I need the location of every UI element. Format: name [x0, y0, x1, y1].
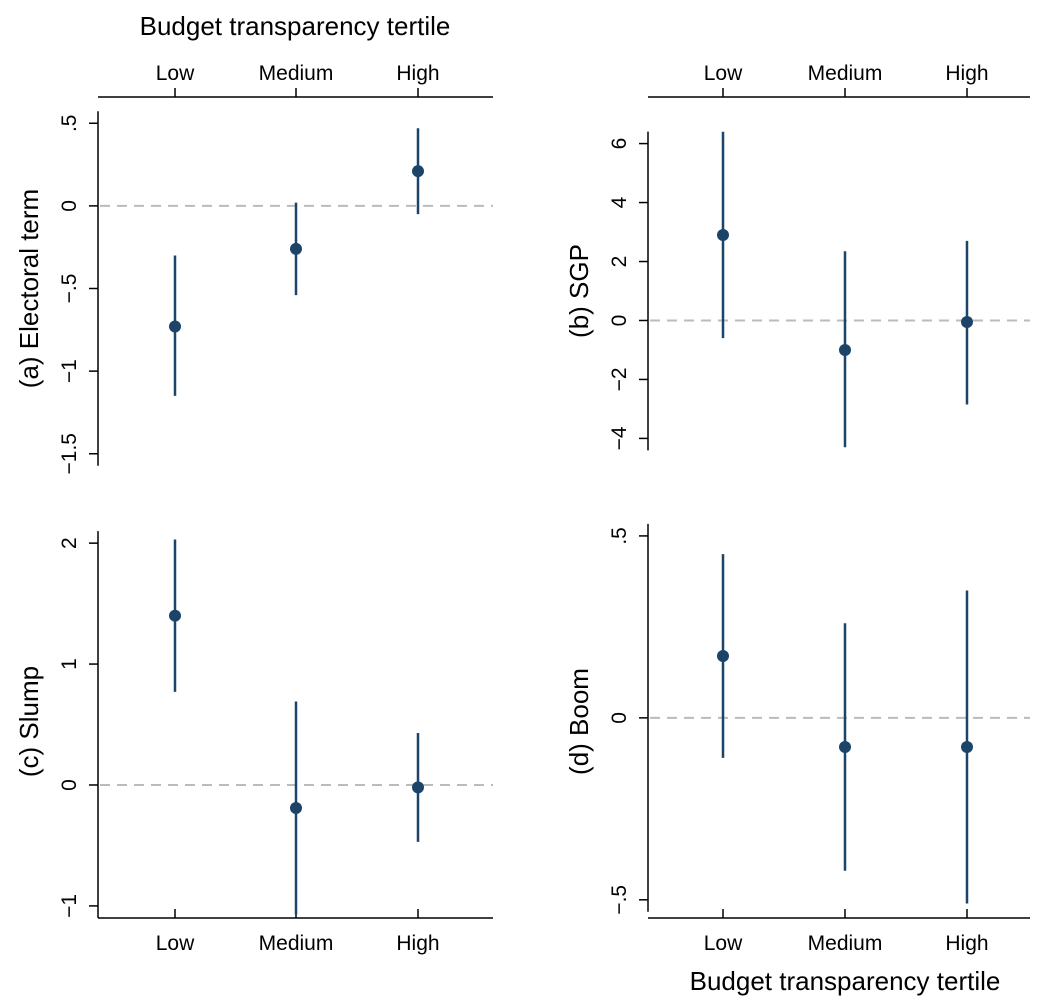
panel-y-axis-title: (b) SGP [564, 244, 594, 338]
y-tick-label: −.5 [608, 885, 631, 915]
y-tick-label: −1 [58, 359, 81, 383]
panel-a: −1.5 −1 −.5 0 .5 (a) Electoral term Low Medium H… [14, 62, 493, 474]
x-tick-label: High [945, 932, 988, 955]
point-estimate [961, 315, 973, 328]
bottom-x-axis-title: Budget transparency tertile [690, 966, 1001, 996]
point-estimate [961, 740, 973, 753]
panel-y-axis-title: (a) Electoral term [14, 189, 44, 388]
y-tick-label: −1 [58, 894, 81, 918]
y-tick-label: 4 [608, 196, 631, 208]
y-tick-label: 2 [608, 256, 631, 268]
point-estimate [290, 242, 302, 255]
y-tick-label: 6 [608, 138, 631, 150]
x-tick-label: High [945, 62, 988, 85]
y-tick-label: .5 [58, 115, 81, 133]
y-tick-label: .5 [608, 527, 631, 545]
point-estimate [169, 609, 181, 622]
y-tick-label: 2 [58, 537, 81, 549]
point-estimate [717, 650, 729, 662]
point-estimate [290, 801, 302, 814]
panel-y-axis-title: (c) Slump [14, 666, 44, 777]
panel-c: −1 0 1 2 (c) Slump Low Medium High [14, 531, 493, 955]
panel-d: −.5 0 .5 (d) Boom Low Medium High [564, 523, 1030, 955]
y-tick-label: 0 [58, 200, 81, 212]
x-tick-label: High [396, 932, 439, 955]
point-estimate [717, 228, 729, 241]
y-tick-label: 0 [608, 315, 631, 327]
x-tick-label: Medium [259, 932, 334, 955]
y-tick-label: −2 [608, 367, 631, 391]
x-tick-label: Low [704, 932, 743, 955]
x-tick-label: Low [156, 62, 195, 85]
y-tick-label: 0 [58, 779, 81, 791]
x-tick-label: Low [156, 932, 195, 955]
y-tick-label: −4 [608, 426, 631, 450]
top-x-axis-title: Budget transparency tertile [140, 11, 451, 41]
y-tick-label: 1 [58, 658, 81, 670]
point-estimate [412, 781, 424, 794]
x-tick-label: Medium [259, 62, 334, 85]
x-tick-label: Medium [808, 932, 883, 955]
point-estimate [412, 165, 424, 178]
point-estimate [839, 740, 851, 753]
point-estimate [169, 320, 181, 333]
y-tick-label: −1.5 [58, 433, 81, 474]
panel-b: −4 −2 0 2 4 6 (b) SGP Low Medium High [564, 62, 1030, 451]
y-tick-label: −.5 [58, 274, 81, 304]
x-tick-label: Medium [808, 62, 883, 85]
x-tick-label: Low [704, 62, 743, 85]
x-tick-label: High [396, 62, 439, 85]
panel-y-axis-title: (d) Boom [564, 668, 594, 775]
point-estimate [839, 343, 851, 356]
y-tick-label: 0 [608, 712, 631, 724]
